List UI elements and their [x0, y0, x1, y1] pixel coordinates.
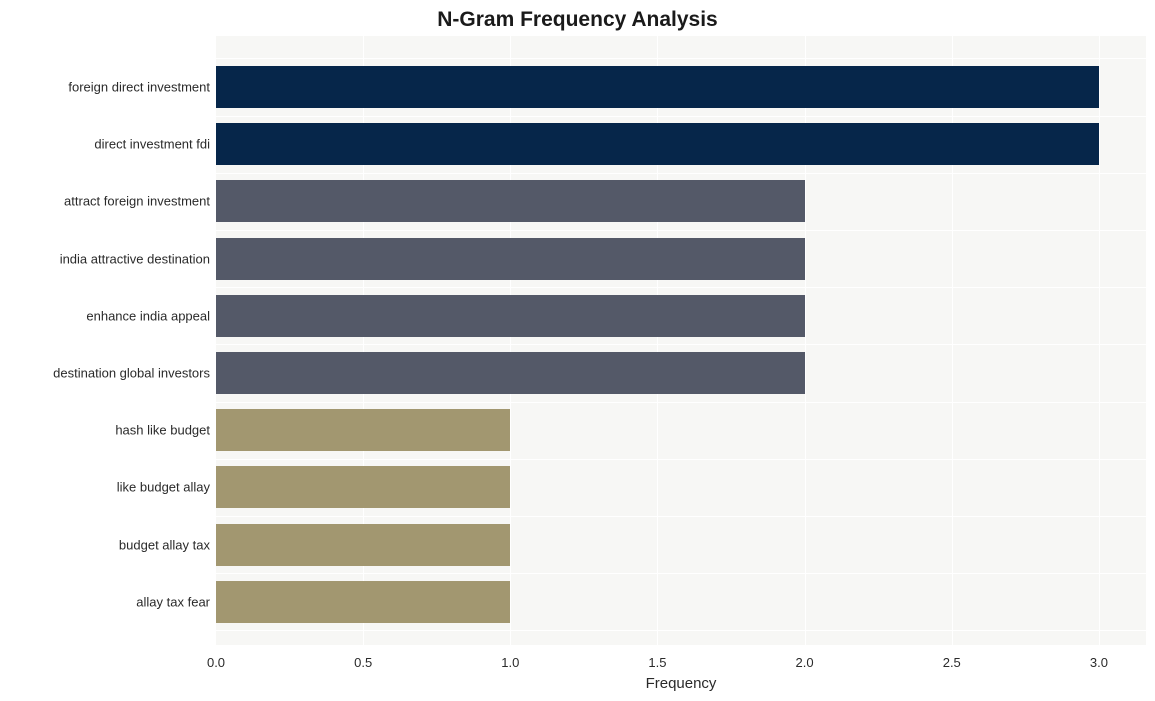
x-tick-label: 1.5: [648, 655, 666, 670]
y-tick-label: foreign direct investment: [68, 80, 210, 95]
gridline-horizontal: [216, 573, 1146, 574]
bar: [216, 66, 1099, 108]
x-tick-label: 3.0: [1090, 655, 1108, 670]
x-tick-label: 0.5: [354, 655, 372, 670]
bar: [216, 238, 805, 280]
bar: [216, 466, 510, 508]
gridline-horizontal: [216, 402, 1146, 403]
gridline-vertical: [1099, 36, 1100, 645]
y-tick-label: allay tax fear: [136, 594, 210, 609]
bar: [216, 123, 1099, 165]
x-tick-label: 2.5: [943, 655, 961, 670]
x-tick-label: 0.0: [207, 655, 225, 670]
gridline-horizontal: [216, 287, 1146, 288]
gridline-horizontal: [216, 344, 1146, 345]
gridline-horizontal: [216, 116, 1146, 117]
bar: [216, 180, 805, 222]
bar: [216, 409, 510, 451]
y-tick-label: hash like budget: [115, 423, 210, 438]
y-tick-label: india attractive destination: [60, 251, 210, 266]
y-tick-label: budget allay tax: [119, 537, 210, 552]
bar: [216, 352, 805, 394]
y-tick-label: attract foreign investment: [64, 194, 210, 209]
bar: [216, 581, 510, 623]
bar: [216, 524, 510, 566]
x-tick-label: 2.0: [796, 655, 814, 670]
gridline-horizontal: [216, 459, 1146, 460]
gridline-horizontal: [216, 516, 1146, 517]
ngram-frequency-chart: N-Gram Frequency Analysis Frequency 0.0 0…: [0, 0, 1155, 701]
bar: [216, 295, 805, 337]
gridline-horizontal: [216, 58, 1146, 59]
x-axis-label: Frequency: [216, 675, 1146, 692]
y-tick-label: enhance india appeal: [86, 308, 210, 323]
y-tick-label: destination global investors: [53, 366, 210, 381]
y-tick-label: direct investment fdi: [94, 137, 210, 152]
chart-title: N-Gram Frequency Analysis: [0, 8, 1155, 32]
gridline-horizontal: [216, 230, 1146, 231]
gridline-horizontal: [216, 630, 1146, 631]
y-tick-label: like budget allay: [117, 480, 210, 495]
plot-area: [216, 36, 1146, 645]
gridline-horizontal: [216, 173, 1146, 174]
x-tick-label: 1.0: [501, 655, 519, 670]
